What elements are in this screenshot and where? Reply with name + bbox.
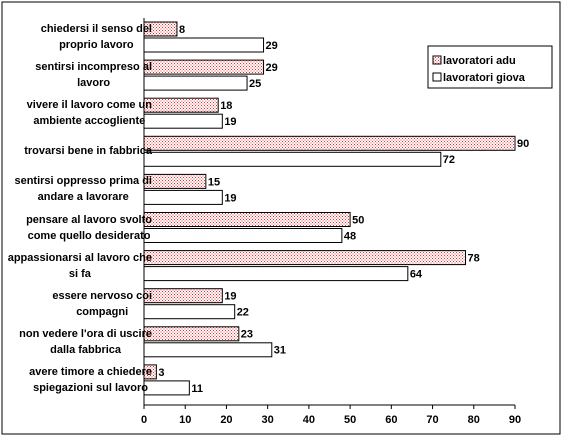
value-label: 64 (410, 269, 423, 281)
x-tick-label: 10 (179, 414, 191, 426)
legend: lavoratori adu lavoratori giova (432, 55, 526, 84)
category-label: essere nervoso coi compagni (52, 289, 152, 318)
category-label: sentirsi oppresso prima di andare a lavo… (14, 175, 152, 204)
legend-swatch (432, 55, 442, 65)
value-label: 31 (274, 345, 286, 357)
value-label: 23 (241, 329, 253, 341)
value-label: 90 (517, 138, 529, 150)
bar (143, 113, 223, 129)
category-label: avere timore a chiedere spiegazioni sul … (29, 365, 152, 394)
value-label: 19 (224, 116, 236, 128)
bar (143, 326, 240, 342)
category-label: chiedersi il senso del proprio lavoro (40, 23, 152, 51)
bar (143, 75, 248, 91)
value-label: 78 (468, 253, 480, 265)
value-label: 8 (179, 24, 185, 36)
category-label: trovarsi bene in fabbrica (24, 145, 152, 158)
value-label: 3 (158, 367, 164, 379)
x-tick-label: 80 (468, 414, 480, 426)
legend-label: lavoratori adu (443, 55, 516, 67)
x-tick-label: 60 (385, 414, 397, 426)
bar (143, 342, 273, 358)
value-label: 18 (220, 100, 232, 112)
value-label: 22 (237, 307, 249, 319)
value-label: 29 (266, 40, 278, 52)
x-tick-label: 70 (426, 414, 438, 426)
bar (143, 37, 265, 53)
value-label: 25 (249, 78, 261, 90)
x-tick-label: 50 (344, 414, 356, 426)
bar (143, 212, 351, 227)
x-tick-label: 20 (220, 414, 232, 426)
x-tick-label: 30 (262, 414, 274, 426)
category-label: appassionarsi al lavoro che si fa (7, 251, 152, 280)
bar (143, 135, 516, 151)
value-label: 19 (224, 192, 236, 204)
bar (143, 189, 223, 205)
value-label: 29 (266, 62, 278, 74)
category-label: pensare al lavoro svolto come quello des… (26, 213, 152, 242)
bar (143, 59, 265, 75)
value-label: 19 (224, 291, 236, 303)
bar (143, 228, 343, 243)
legend-label: lavoratori giova (443, 72, 526, 84)
bar (143, 151, 442, 167)
category-label: sentirsi incompreso al lavoro (35, 61, 152, 90)
category-label: vivere il lavoro come un ambiente accogl… (26, 99, 152, 128)
value-label: 15 (208, 176, 220, 188)
x-tick-label: 40 (303, 414, 315, 426)
bar (143, 364, 157, 380)
x-tick-label: 90 (509, 414, 521, 426)
bar (143, 173, 207, 189)
bar (143, 380, 190, 396)
bar (143, 97, 219, 113)
bar (143, 266, 409, 282)
legend-box (427, 45, 553, 89)
value-label: 48 (344, 230, 356, 242)
x-tick-label: 0 (141, 414, 147, 426)
bar (143, 250, 467, 266)
value-label: 50 (352, 214, 364, 226)
value-label: 72 (443, 154, 455, 166)
legend-swatch (432, 72, 442, 82)
bar (143, 288, 223, 304)
category-label: non vedere l'ora di uscire dalla fabbric… (19, 327, 152, 356)
value-label: 11 (191, 383, 203, 395)
bar (143, 21, 178, 37)
bar (143, 304, 236, 320)
